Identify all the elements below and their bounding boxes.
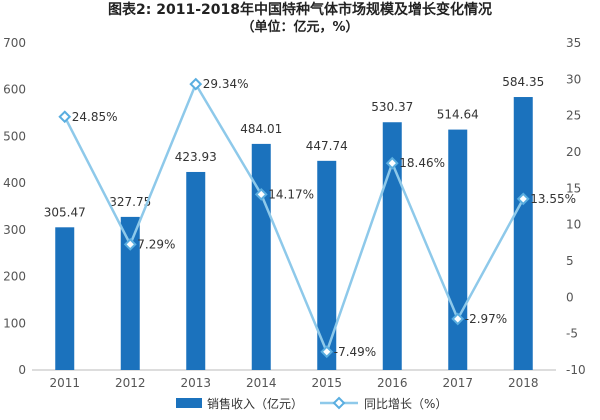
- bar-2013: [186, 171, 206, 370]
- x-tick-label: 2011: [49, 376, 80, 390]
- bar-2018: [513, 97, 533, 370]
- x-tick-label: 2015: [311, 376, 342, 390]
- growth-marker: [385, 156, 399, 170]
- y-left-tick-label: 0: [18, 363, 26, 377]
- bar-2015: [317, 160, 337, 370]
- growth-line: [63, 81, 525, 356]
- growth-value-label: -7.49%: [334, 345, 376, 359]
- bar-value-label: 514.64: [437, 108, 479, 122]
- growth-value-label: 24.85%: [72, 110, 118, 124]
- bar-value-label: 484.01: [240, 122, 282, 136]
- bar-2017: [448, 129, 468, 370]
- y-right-tick-label: 0: [566, 290, 574, 304]
- y-right-tick-label: 5: [566, 254, 574, 268]
- y-left-tick-label: 500: [3, 129, 26, 143]
- growth-value-label: 14.17%: [268, 187, 314, 201]
- legend-bar-swatch: [176, 398, 202, 408]
- growth-marker: [516, 192, 530, 206]
- legend-bar-label: 销售收入（亿元）: [207, 396, 303, 411]
- bar-value-label: 305.47: [44, 205, 86, 219]
- legend-line-label: 同比增长（%）: [364, 397, 447, 411]
- chart-subtitle-unit: （单位：亿元，%）: [241, 20, 359, 35]
- growth-value-label: 18.46%: [399, 156, 445, 170]
- y-right-tick-label: -10: [566, 363, 586, 377]
- x-tick-label: 2017: [442, 376, 473, 390]
- growth-value-label: 7.29%: [137, 237, 175, 251]
- y-right-tick-label: 25: [566, 109, 581, 123]
- bar-2016: [382, 122, 402, 370]
- growth-value-label: 13.55%: [530, 192, 576, 206]
- y-right-tick-label: 15: [566, 181, 581, 195]
- x-tick-label: 2013: [180, 376, 211, 390]
- y-right-tick-label: -5: [566, 327, 578, 341]
- bar-value-label: 423.93: [175, 150, 217, 164]
- bar-value-label: 447.74: [306, 139, 348, 153]
- y-right-tick-label: 10: [566, 218, 581, 232]
- y-left-tick-label: 100: [3, 316, 26, 330]
- x-tick-label: 2012: [115, 376, 146, 390]
- growth-marker: [189, 77, 203, 91]
- y-left-tick-label: 700: [3, 36, 26, 50]
- y-right-tick-label: 30: [566, 72, 581, 86]
- legend-line-marker: [332, 396, 346, 410]
- y-left-tick-label: 600: [3, 83, 26, 97]
- y-right-tick-label: 20: [566, 145, 581, 159]
- y-right-tick-label: 35: [566, 36, 581, 50]
- bar-value-label: 530.37: [371, 100, 413, 114]
- y-left-tick-label: 300: [3, 223, 26, 237]
- growth-marker: [58, 110, 72, 124]
- x-tick-label: 2016: [377, 376, 408, 390]
- growth-marker: [451, 312, 465, 326]
- bar-2014: [251, 143, 271, 370]
- y-left-tick-label: 200: [3, 270, 26, 284]
- growth-value-label: -2.97%: [465, 312, 507, 326]
- bar-value-label: 327.75: [109, 195, 151, 209]
- growth-marker: [320, 345, 334, 359]
- growth-marker: [254, 187, 268, 201]
- y-left-tick-label: 400: [3, 176, 26, 190]
- x-tick-label: 2014: [246, 376, 277, 390]
- chart-title: 图表2: 2011-2018年中国特种气体市场规模及增长变化情况: [108, 2, 492, 18]
- growth-marker: [123, 237, 137, 251]
- x-tick-label: 2018: [508, 376, 539, 390]
- bar-2012: [120, 216, 140, 370]
- bar-2011: [55, 227, 75, 370]
- growth-value-label: 29.34%: [203, 77, 249, 91]
- bar-value-label: 584.35: [502, 75, 544, 89]
